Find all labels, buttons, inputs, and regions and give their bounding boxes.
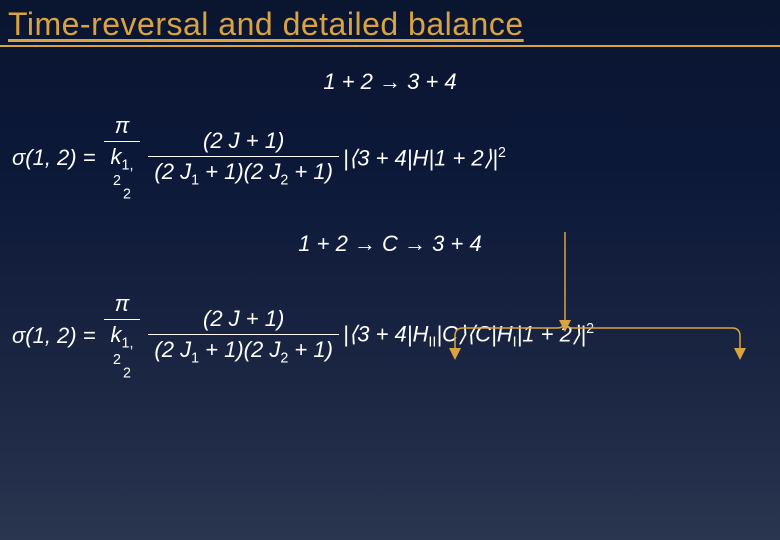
slide-title: Time-reversal and detailed balance	[0, 0, 780, 47]
H-operator: H	[413, 145, 429, 170]
spin-factor: (2 J + 1) (2 J1 + 1)(2 J2 + 1)	[148, 128, 339, 188]
spin-numerator-2: (2 J + 1)	[148, 306, 339, 335]
k12-denominator: k1, 22	[104, 142, 141, 203]
HII-operator: H	[413, 322, 429, 347]
spin-denominator: (2 J1 + 1)(2 J2 + 1)	[148, 157, 339, 188]
cross-section-eq-1: σ(1, 2) = π k1, 22 (2 J + 1) (2 J1 + 1)(…	[0, 113, 780, 203]
pi-numerator-2: π	[104, 291, 141, 320]
sigma-lhs-2: σ(1, 2) =	[12, 323, 96, 349]
matrix-element-1: |⟨3 + 4|H|1 + 2⟩|2	[343, 145, 506, 171]
HI-operator: H	[497, 322, 513, 347]
pi-numerator: π	[104, 113, 141, 142]
matrix-element-2: |⟨3 + 4|HII|C⟩⟨C|HI|1 + 2⟩|2	[343, 321, 594, 351]
cross-section-eq-2: σ(1, 2) = π k1, 22 (2 J + 1) (2 J1 + 1)(…	[0, 291, 780, 381]
spin-factor-2: (2 J + 1) (2 J1 + 1)(2 J2 + 1)	[148, 306, 339, 366]
sigma-lhs: σ(1, 2) =	[12, 145, 96, 171]
reaction-compound: 1 + 2 → C → 3 + 4	[0, 231, 780, 257]
spin-numerator: (2 J + 1)	[148, 128, 339, 157]
spin-denominator-2: (2 J1 + 1)(2 J2 + 1)	[148, 335, 339, 366]
pi-over-k2: π k1, 22	[104, 113, 141, 203]
k12-denominator-2: k1, 22	[104, 320, 141, 381]
reaction-direct: 1 + 2 → 3 + 4	[0, 69, 780, 95]
pi-over-k2-2: π k1, 22	[104, 291, 141, 381]
